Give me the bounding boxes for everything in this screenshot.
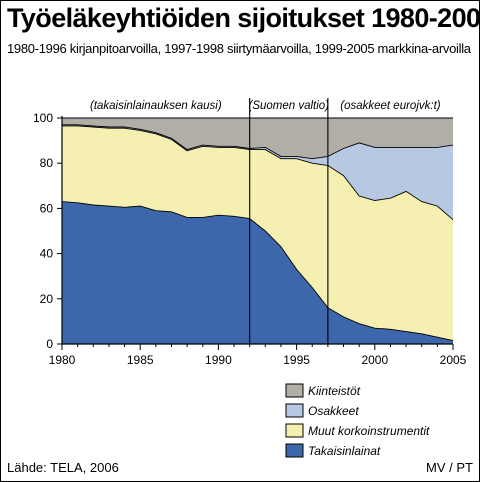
area-muut-korkoinstrumentit [62, 125, 453, 341]
period-label: (Suomen valtio) [249, 100, 330, 112]
legend-label: Kiinteistöt [308, 384, 361, 398]
area-kiinteist-t [62, 118, 453, 159]
y-tick-label: 40 [40, 247, 54, 261]
source-note: Lähde: TELA, 2006 [7, 460, 119, 475]
legend-label: Muut korkoinstrumentit [308, 424, 430, 438]
legend-swatch [285, 443, 304, 458]
area-osakkeet [62, 124, 453, 220]
legend-swatch [285, 383, 304, 398]
period-label: (osakkeet eurojvk:t) [340, 100, 441, 112]
chart-axes: 0 20 40 60 80 100 1980 1985 1990 1995 2000 2005 [33, 111, 467, 367]
y-tick-label: 0 [46, 337, 53, 351]
legend-swatch [285, 423, 304, 438]
x-tick-label: 1995 [283, 353, 310, 367]
y-tick-label: 20 [40, 292, 54, 306]
y-tick-label: 60 [40, 201, 54, 215]
credit-note: MV / PT [426, 460, 473, 475]
chart-legend: Kiinteistöt Osakkeet Muut korkoinstrumenti… [285, 383, 430, 458]
x-tick-label: 2000 [361, 353, 388, 367]
x-tick-label: 1980 [49, 353, 76, 367]
period-annotations: (takaisinlainauksen kausi) (Suomen valtio… [90, 98, 441, 344]
boundary-osakkeet [62, 124, 454, 160]
area-takaisinlainat [62, 201, 453, 344]
chart-subtitle: 1980-1996 kirjanpitoarvoilla, 1997-1998 … [7, 41, 471, 56]
legend-label: Takaisinlainat [308, 444, 381, 458]
chart-areas [61, 117, 454, 344]
boundary-muut-korkoinstrumentit [62, 125, 454, 221]
x-tick-label: 2005 [440, 353, 467, 367]
boundary-takaisinlainat [61, 201, 454, 342]
x-tick-label: 1990 [205, 353, 232, 367]
legend-swatch [285, 403, 304, 418]
x-tick-label: 1985 [127, 353, 154, 367]
y-tick-label: 100 [33, 111, 53, 125]
y-tick-label: 80 [40, 156, 54, 170]
chart-title: Työeläkeyhtiöiden sijoitukset 1980-2005 [7, 3, 480, 33]
legend-label: Osakkeet [308, 404, 359, 418]
period-label: (takaisinlainauksen kausi) [90, 100, 222, 112]
